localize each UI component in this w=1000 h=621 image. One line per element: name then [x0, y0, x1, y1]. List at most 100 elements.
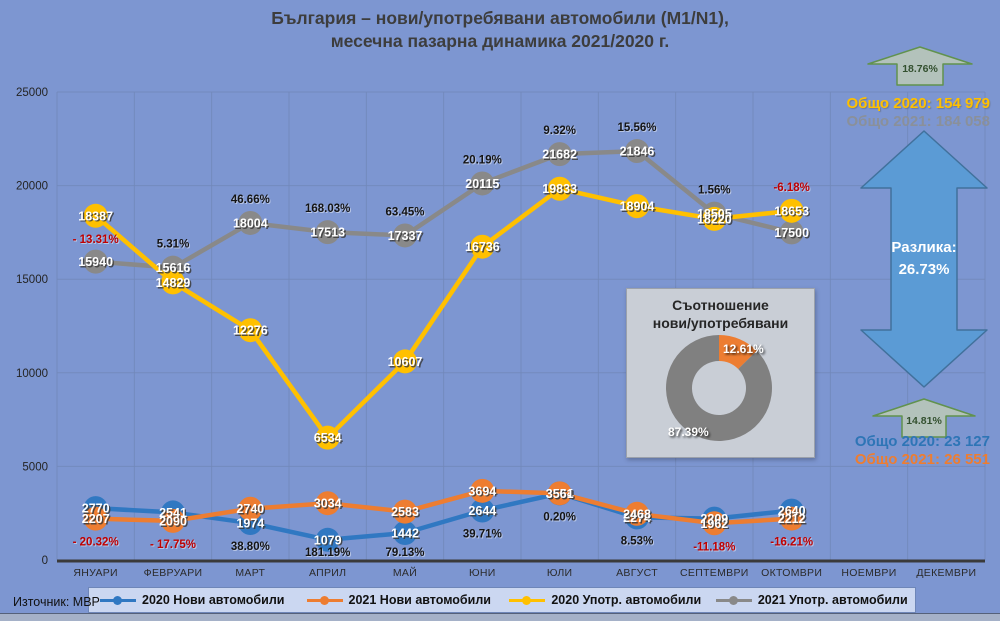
value-label-shadow: 15940	[80, 257, 115, 271]
pct-label-shadow: - 13.31%	[74, 235, 120, 247]
data-point	[161, 270, 185, 295]
pct-label-shadow: 15.56%	[618, 123, 657, 135]
value-label-shadow: 2583	[392, 507, 420, 521]
value-label: 18004	[233, 216, 268, 230]
value-label: 18220	[697, 212, 732, 226]
legend-label: 2021 Нови автомобили	[348, 593, 491, 607]
pct-label-shadow: 168.03%	[306, 204, 351, 216]
series-2	[83, 176, 804, 450]
value-label-shadow: 1974	[238, 518, 266, 532]
pct-label: 8.53%	[621, 535, 654, 547]
pct-label-shadow: 1.56%	[699, 186, 732, 198]
x-tick-label: АПРИЛ	[309, 567, 346, 579]
value-label: 3561	[546, 487, 574, 501]
value-label: 1974	[236, 517, 264, 531]
data-point	[238, 210, 263, 235]
legend-marker-icon	[306, 595, 343, 605]
legend-marker-icon	[509, 595, 546, 605]
value-label-shadow: 18004	[234, 218, 269, 232]
difference-value: 26.73%	[898, 261, 950, 278]
y-tick-label: 20000	[16, 181, 48, 193]
value-label-shadow: 3034	[315, 498, 343, 512]
difference-arrow: Разлика: 26.73%	[860, 130, 988, 388]
value-label-shadow: 1962	[702, 518, 730, 532]
value-label-shadow: 17337	[389, 230, 424, 244]
value-label-shadow: 18220	[698, 214, 733, 228]
pct-label-shadow: 63.45%	[386, 207, 425, 219]
data-point	[625, 139, 649, 164]
value-label: 2740	[236, 502, 264, 516]
pct-label-shadow: - 17.75%	[151, 540, 197, 552]
data-point	[315, 527, 340, 552]
pct-label: 39.71%	[463, 529, 502, 541]
used-total-2021: Общо 2021: 184 058	[846, 113, 990, 130]
pct-labels: - 13.31%- 13.31% 5.31%5.31%46.66%46.66%16…	[73, 122, 814, 560]
pct-label: 5.31%	[157, 239, 190, 251]
x-tick-label: МАЙ	[393, 566, 417, 579]
data-point	[470, 171, 495, 196]
y-tick-label: 0	[42, 555, 48, 567]
legend-item: 2021 Нови автомобили	[296, 593, 503, 607]
data-point	[315, 220, 340, 245]
data-point	[547, 176, 572, 201]
new-total-2020: Общо 2020: 23 127	[854, 433, 990, 450]
legend-item: 2020 Нови автомобили	[89, 593, 296, 607]
value-label: 3694	[468, 484, 496, 498]
data-point	[315, 491, 340, 516]
x-tick-label: ЮЛИ	[547, 567, 572, 579]
pct-label-shadow: 0.20%	[544, 512, 577, 524]
pct-label: - 17.75%	[150, 539, 196, 551]
data-point	[779, 220, 804, 245]
pct-label: 0.20%	[543, 511, 576, 523]
legend-label: 2020 Нови автомобили	[142, 593, 285, 607]
value-label-shadow: 3561	[547, 488, 575, 502]
data-point	[702, 511, 727, 536]
value-label-shadow: 14829	[157, 277, 192, 291]
donut-slice-label-new: 12.61%	[723, 342, 764, 356]
value-label-shadow: 12276	[234, 325, 269, 339]
x-tick-label: АВГУСТ	[616, 567, 658, 579]
value-label-shadow: 17513	[312, 227, 347, 241]
value-label-shadow: 20115	[467, 178, 501, 192]
data-point	[547, 142, 572, 167]
legend-marker-icon	[100, 595, 137, 605]
pct-label: 9.32%	[543, 125, 576, 137]
up-arrow-icon	[867, 46, 973, 86]
value-label: 15616	[156, 261, 191, 275]
y-tick-label: 5000	[22, 461, 48, 473]
pct-label-shadow: - 20.32%	[74, 538, 120, 550]
value-label: 2640	[778, 504, 806, 518]
legend-item: 2021 Употр. автомобили	[709, 593, 916, 607]
value-label: 21682	[542, 148, 577, 162]
donut-slice-label-used: 87.39%	[668, 425, 709, 439]
series-line	[93, 148, 794, 270]
value-label: 18505	[697, 207, 732, 221]
pct-label-shadow: -11.18%	[694, 542, 736, 554]
value-label-shadow: 6534	[315, 433, 343, 447]
value-label: 18904	[620, 200, 655, 214]
x-tick-label: ФЕВРУАРИ	[144, 567, 203, 579]
value-label: 1079	[314, 533, 342, 547]
value-label: 2207	[82, 512, 110, 526]
value-label: 14829	[156, 276, 191, 290]
pct-label-shadow: 8.53%	[622, 536, 655, 548]
value-label: 18387	[78, 209, 113, 223]
up-arrow-icon	[872, 398, 976, 438]
donut-slice-употребявани	[666, 335, 772, 441]
legend-label: 2021 Употр. автомобили	[757, 593, 908, 607]
value-label: 3554	[546, 487, 574, 501]
value-label-shadow: 1442	[392, 528, 420, 542]
pct-label: 15.56%	[617, 122, 656, 134]
pct-label: 79.13%	[385, 547, 424, 559]
chart-title: България – нови/употребявани автомобили …	[0, 7, 1000, 53]
data-point	[315, 425, 340, 450]
pct-label: - 13.31%	[73, 234, 119, 246]
data-point	[393, 521, 417, 546]
data-point	[83, 203, 108, 228]
value-label-shadow: 16736	[466, 242, 501, 256]
data-point	[702, 206, 727, 231]
x-tick-label: СЕПТЕМВРИ	[680, 567, 749, 579]
data-point	[393, 223, 417, 248]
new-growth-arrow: 14.81%	[872, 398, 976, 438]
